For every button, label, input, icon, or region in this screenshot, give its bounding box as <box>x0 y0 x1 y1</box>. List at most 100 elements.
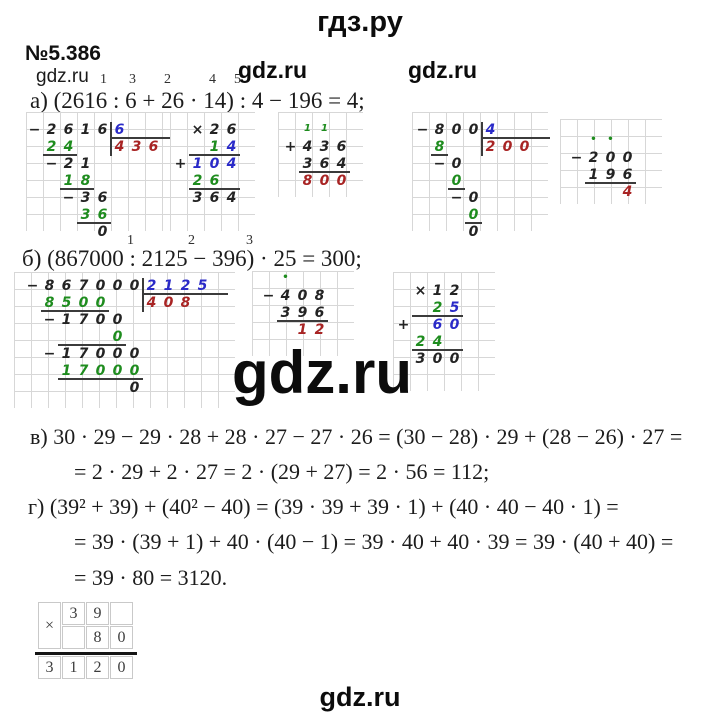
underline <box>448 188 465 190</box>
digit-cell: • <box>590 134 597 145</box>
digit-cell: 0 <box>519 139 530 155</box>
long-division-867000-by-2125: −8 6 7 0 0 0 2 1 2 5 8 5 0 0 4 0 8−1 7 0 0 0−1 7 0 0 0 1 7 0 0 0 0 <box>14 272 235 408</box>
digit-cell: 4 <box>146 295 157 311</box>
digit-cell: 6 <box>432 317 443 333</box>
multiply-sign-cell: × <box>38 602 61 649</box>
digit-cell: − <box>43 312 56 328</box>
equation-line-v2: = 2 · 29 + 2 · 27 = 2 · (29 + 27) = 2 · … <box>74 459 490 484</box>
digit-cell: 5 <box>449 300 460 316</box>
grid-digit-cell: 8 <box>86 626 109 649</box>
digit-cell: 1 <box>321 123 328 134</box>
column-subtraction-200-minus-196: • • −2 0 0 1 9 6 4 <box>560 119 662 204</box>
digit-cell: 5 <box>197 278 208 294</box>
digit-cell: 0 <box>468 224 479 240</box>
long-division-800-by-4: −8 0 0 4 8 2 0 0−0 0−0 0 0 <box>412 112 550 240</box>
division-bracket-vertical <box>110 122 112 156</box>
digit-cell: 1 <box>192 156 203 172</box>
underline <box>77 222 111 224</box>
underline <box>189 154 240 156</box>
operation-order-mark: 1 <box>127 233 134 248</box>
digit-cell: 0 <box>622 150 633 166</box>
result-separator-line <box>35 652 137 655</box>
division-bracket-vertical <box>481 122 483 156</box>
digit-cell: 1 <box>61 346 72 362</box>
underline <box>465 222 482 224</box>
digit-cell: 6 <box>622 167 633 183</box>
digit-cell: 2 <box>449 283 460 299</box>
digit-cell: 0 <box>468 122 479 138</box>
underline <box>58 344 126 346</box>
grid-digit-cell: 3 <box>38 656 61 679</box>
digit-cell: 3 <box>80 190 91 206</box>
digit-cell: 8 <box>80 173 91 189</box>
digit-cell: 4 <box>485 122 496 138</box>
division-bracket-horizontal <box>482 137 550 139</box>
digit-cell: − <box>45 156 58 172</box>
digit-cell: • <box>282 272 289 283</box>
division-bracket-horizontal <box>111 137 179 139</box>
digit-cell: 6 <box>226 122 237 138</box>
digit-cell: 0 <box>112 312 123 328</box>
digit-cell: − <box>570 150 583 166</box>
digit-cell: + <box>397 317 410 333</box>
digit-cell: 8 <box>180 295 191 311</box>
underline <box>189 188 240 190</box>
digit-cell: 1 <box>80 156 91 172</box>
digit-cell: 1 <box>209 139 220 155</box>
digit-cell: 6 <box>114 122 125 138</box>
digit-cell: − <box>62 190 75 206</box>
underline <box>299 171 350 173</box>
digit-cell: 0 <box>129 278 140 294</box>
long-division-2616-by-6: −2 6 1 6 6 2 4 4 3 6−2 1 1 8−3 6 3 6 0 <box>26 112 179 240</box>
digit-cell: 4 <box>336 156 347 172</box>
digit-cell: 6 <box>336 139 347 155</box>
digit-cell: 0 <box>112 346 123 362</box>
digit-cell: 0 <box>319 173 330 189</box>
digit-cell: 3 <box>131 139 142 155</box>
digit-cell: 9 <box>297 305 308 321</box>
digit-cell: × <box>414 283 427 299</box>
digit-cell: 3 <box>80 207 91 223</box>
digit-cell: 3 <box>302 156 313 172</box>
column-multiplication-12-by-25: × 1 2 2 5 +6 0 2 4 3 0 0 <box>393 272 495 391</box>
digit-cell: 7 <box>78 346 89 362</box>
digit-cell: 0 <box>163 295 174 311</box>
grid-digit-cell: 0 <box>110 656 133 679</box>
digit-cell: 0 <box>449 317 460 333</box>
digit-cell: 6 <box>209 173 220 189</box>
equation-line-v1: в) 30 · 29 − 29 · 28 + 28 · 27 − 27 · 26… <box>30 424 683 449</box>
digit-cell: 0 <box>451 122 462 138</box>
digit-cell: 2 <box>46 139 57 155</box>
digit-cell: 0 <box>451 173 462 189</box>
digit-cell: 6 <box>61 278 72 294</box>
digit-cell: 6 <box>148 139 159 155</box>
digit-cell: 8 <box>434 139 445 155</box>
digit-cell: 7 <box>78 278 89 294</box>
operation-order-mark: 5 <box>234 72 241 87</box>
digit-cell: 5 <box>61 295 72 311</box>
digit-cell: 3 <box>192 190 203 206</box>
digit-cell: − <box>416 122 429 138</box>
digit-cell: 6 <box>97 207 108 223</box>
digit-cell: − <box>26 278 39 294</box>
digit-cell: − <box>28 122 41 138</box>
digit-cell: 7 <box>78 363 89 379</box>
column-addition-436-plus-364: 1 1 +4 3 6 3 6 4 8 0 0 <box>278 112 363 197</box>
digit-cell: 0 <box>95 363 106 379</box>
digit-cell: 0 <box>297 288 308 304</box>
digit-cell: 2 <box>46 122 57 138</box>
watermark-big: gdz.ru <box>232 339 412 406</box>
column-multiplication-26-by-14: × 2 6 1 4 +1 0 4 2 6 3 6 4 <box>170 112 255 231</box>
digit-cell: 2 <box>588 150 599 166</box>
digit-cell: 4 <box>622 184 633 200</box>
digit-cell: 0 <box>451 156 462 172</box>
digit-cell: 4 <box>432 334 443 350</box>
digit-cell: 0 <box>605 150 616 166</box>
division-bracket-vertical <box>142 278 144 312</box>
digit-cell: 4 <box>226 139 237 155</box>
digit-cell: 0 <box>97 224 108 240</box>
division-bracket-horizontal <box>143 293 228 295</box>
digit-cell: 0 <box>78 295 89 311</box>
digit-cell: 2 <box>415 334 426 350</box>
digit-cell: 0 <box>468 190 479 206</box>
